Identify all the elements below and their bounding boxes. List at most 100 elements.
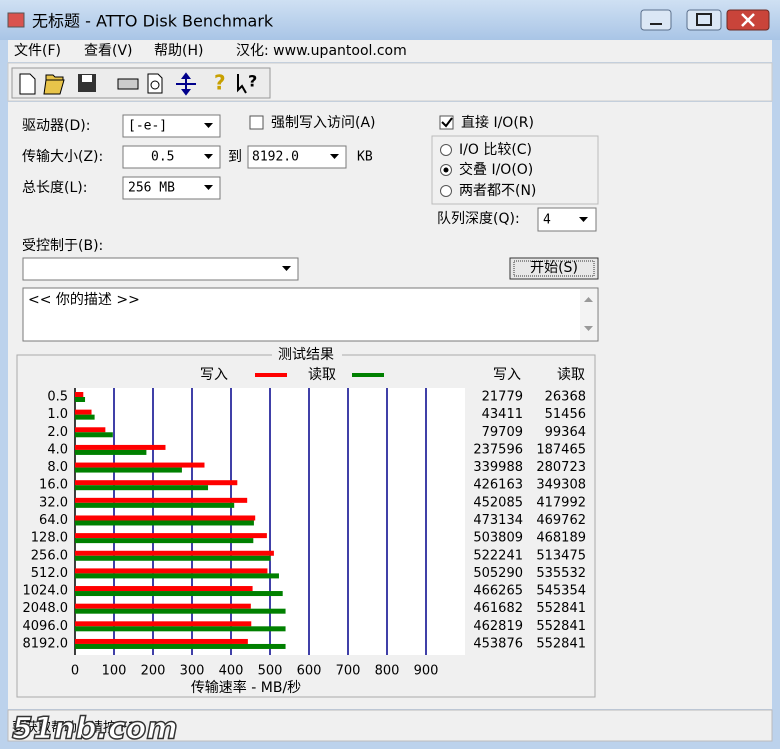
print-icon[interactable]	[117, 78, 139, 90]
start-label: 开始(S)	[530, 260, 578, 276]
maximize-button[interactable]	[686, 9, 722, 31]
menu-item[interactable]: 帮助(H)	[154, 43, 203, 59]
bar	[75, 538, 254, 544]
value-cell: 552841	[536, 636, 586, 651]
maximize-icon	[696, 13, 712, 26]
y-tick-label: 32.0	[39, 495, 68, 510]
force-write-checkbox[interactable]	[249, 115, 264, 130]
to-label: 到	[228, 149, 242, 165]
new-icon[interactable]	[19, 73, 36, 95]
menu-item[interactable]: 文件(F)	[14, 43, 61, 59]
y-tick-label: 256.0	[31, 548, 68, 563]
bar	[75, 480, 238, 486]
value-cell: 26368	[545, 390, 586, 405]
help-icon[interactable]: ?	[214, 71, 226, 95]
legend-label: 读取	[308, 366, 336, 383]
focus-rect	[513, 260, 595, 277]
bar	[75, 414, 95, 420]
bar	[75, 643, 286, 649]
y-tick-label: 64.0	[39, 513, 68, 528]
x-tick-label: 0	[71, 664, 79, 679]
dropdown-arrow	[204, 154, 213, 159]
io-group	[431, 135, 599, 205]
dropdown-arrow	[204, 185, 213, 190]
menu-bar	[8, 40, 772, 62]
queue-label: 队列深度(Q):	[437, 211, 520, 227]
x-tick-label: 400	[219, 664, 244, 679]
value-cell: 79709	[482, 425, 523, 440]
y-tick-label: 1.0	[47, 407, 68, 422]
bar	[75, 586, 253, 592]
menu-item[interactable]: 汉化: www.upantool.com	[236, 43, 407, 59]
value-cell: 513475	[536, 548, 586, 563]
length-select[interactable]	[122, 176, 221, 200]
bar	[75, 502, 235, 508]
bar	[75, 462, 205, 468]
dropdown-arrow	[330, 154, 339, 159]
status-text: 要获取帮助，请按 F1	[12, 721, 136, 736]
radio[interactable]	[440, 144, 452, 156]
value-cell: 462819	[473, 619, 523, 634]
value-cell: 453876	[473, 636, 523, 651]
value-cell: 237596	[473, 442, 523, 457]
context-help-icon[interactable]	[237, 74, 247, 94]
y-tick-label: 2048.0	[23, 601, 69, 616]
preview-icon[interactable]	[147, 73, 163, 94]
bar	[75, 550, 274, 556]
context-help-mark: ?	[248, 72, 257, 91]
y-tick-label: 16.0	[39, 478, 68, 493]
dropdown-arrow	[282, 266, 291, 271]
y-tick-label: 4096.0	[23, 619, 69, 634]
length-value: 256 MB	[128, 181, 175, 196]
controlled-select[interactable]	[22, 257, 299, 281]
description-box[interactable]	[22, 287, 599, 342]
transfer-to-select[interactable]	[247, 145, 347, 169]
radio[interactable]	[440, 185, 452, 197]
bar	[75, 520, 254, 526]
value-cell: 522241	[473, 548, 523, 563]
bar	[75, 485, 209, 491]
bar	[75, 392, 84, 397]
bar	[75, 449, 147, 455]
bar	[75, 591, 283, 597]
value-cell: 505290	[473, 566, 523, 581]
column-header: 读取	[557, 366, 585, 383]
scrollbar[interactable]	[580, 289, 597, 340]
queue-value: 4	[543, 213, 551, 228]
transfer-from-value: 0.5	[151, 150, 174, 165]
value-cell: 503809	[473, 531, 523, 546]
y-tick-label: 1024.0	[23, 584, 69, 599]
watermark: 51nb.com	[12, 712, 178, 747]
length-label: 总长度(L):	[22, 180, 87, 196]
queue-select[interactable]	[537, 207, 597, 232]
controlled-label: 受控制于(B):	[22, 238, 103, 254]
menu-item[interactable]: 查看(V)	[84, 43, 133, 59]
transfer-size-label: 传输大小(Z):	[22, 149, 103, 165]
minimize-button[interactable]	[640, 9, 672, 31]
value-cell: 552841	[536, 619, 586, 634]
results-chart: 测试结果 传输速率 - MB/秒 0 100 200 300 400 500 600 700 8…	[16, 346, 596, 698]
open-icon[interactable]	[43, 74, 65, 95]
value-cell: 535532	[536, 566, 586, 581]
bar	[75, 409, 92, 415]
x-tick-label: 900	[414, 664, 439, 679]
value-cell: 21779	[482, 390, 523, 405]
direct-io-label: 直接 I/O(R)	[461, 114, 534, 131]
value-cell: 469762	[536, 513, 586, 528]
y-tick-label: 8192.0	[23, 636, 69, 651]
value-cell: 417992	[536, 495, 586, 510]
value-cell: 43411	[482, 407, 523, 422]
group-title-bg	[272, 346, 342, 364]
y-tick-label: 2.0	[47, 425, 68, 440]
start-button[interactable]	[509, 257, 599, 280]
bar	[75, 603, 251, 609]
x-tick-label: 600	[297, 664, 322, 679]
x-tick-label: 200	[141, 664, 166, 679]
direct-io-checkbox[interactable]	[439, 115, 454, 130]
dropdown-arrow	[579, 217, 588, 222]
transfer-from-select[interactable]	[122, 145, 221, 169]
drive-select[interactable]	[122, 114, 221, 138]
y-tick-label: 512.0	[31, 566, 68, 581]
value-cell: 187465	[536, 442, 586, 457]
move-icon[interactable]	[176, 72, 196, 96]
